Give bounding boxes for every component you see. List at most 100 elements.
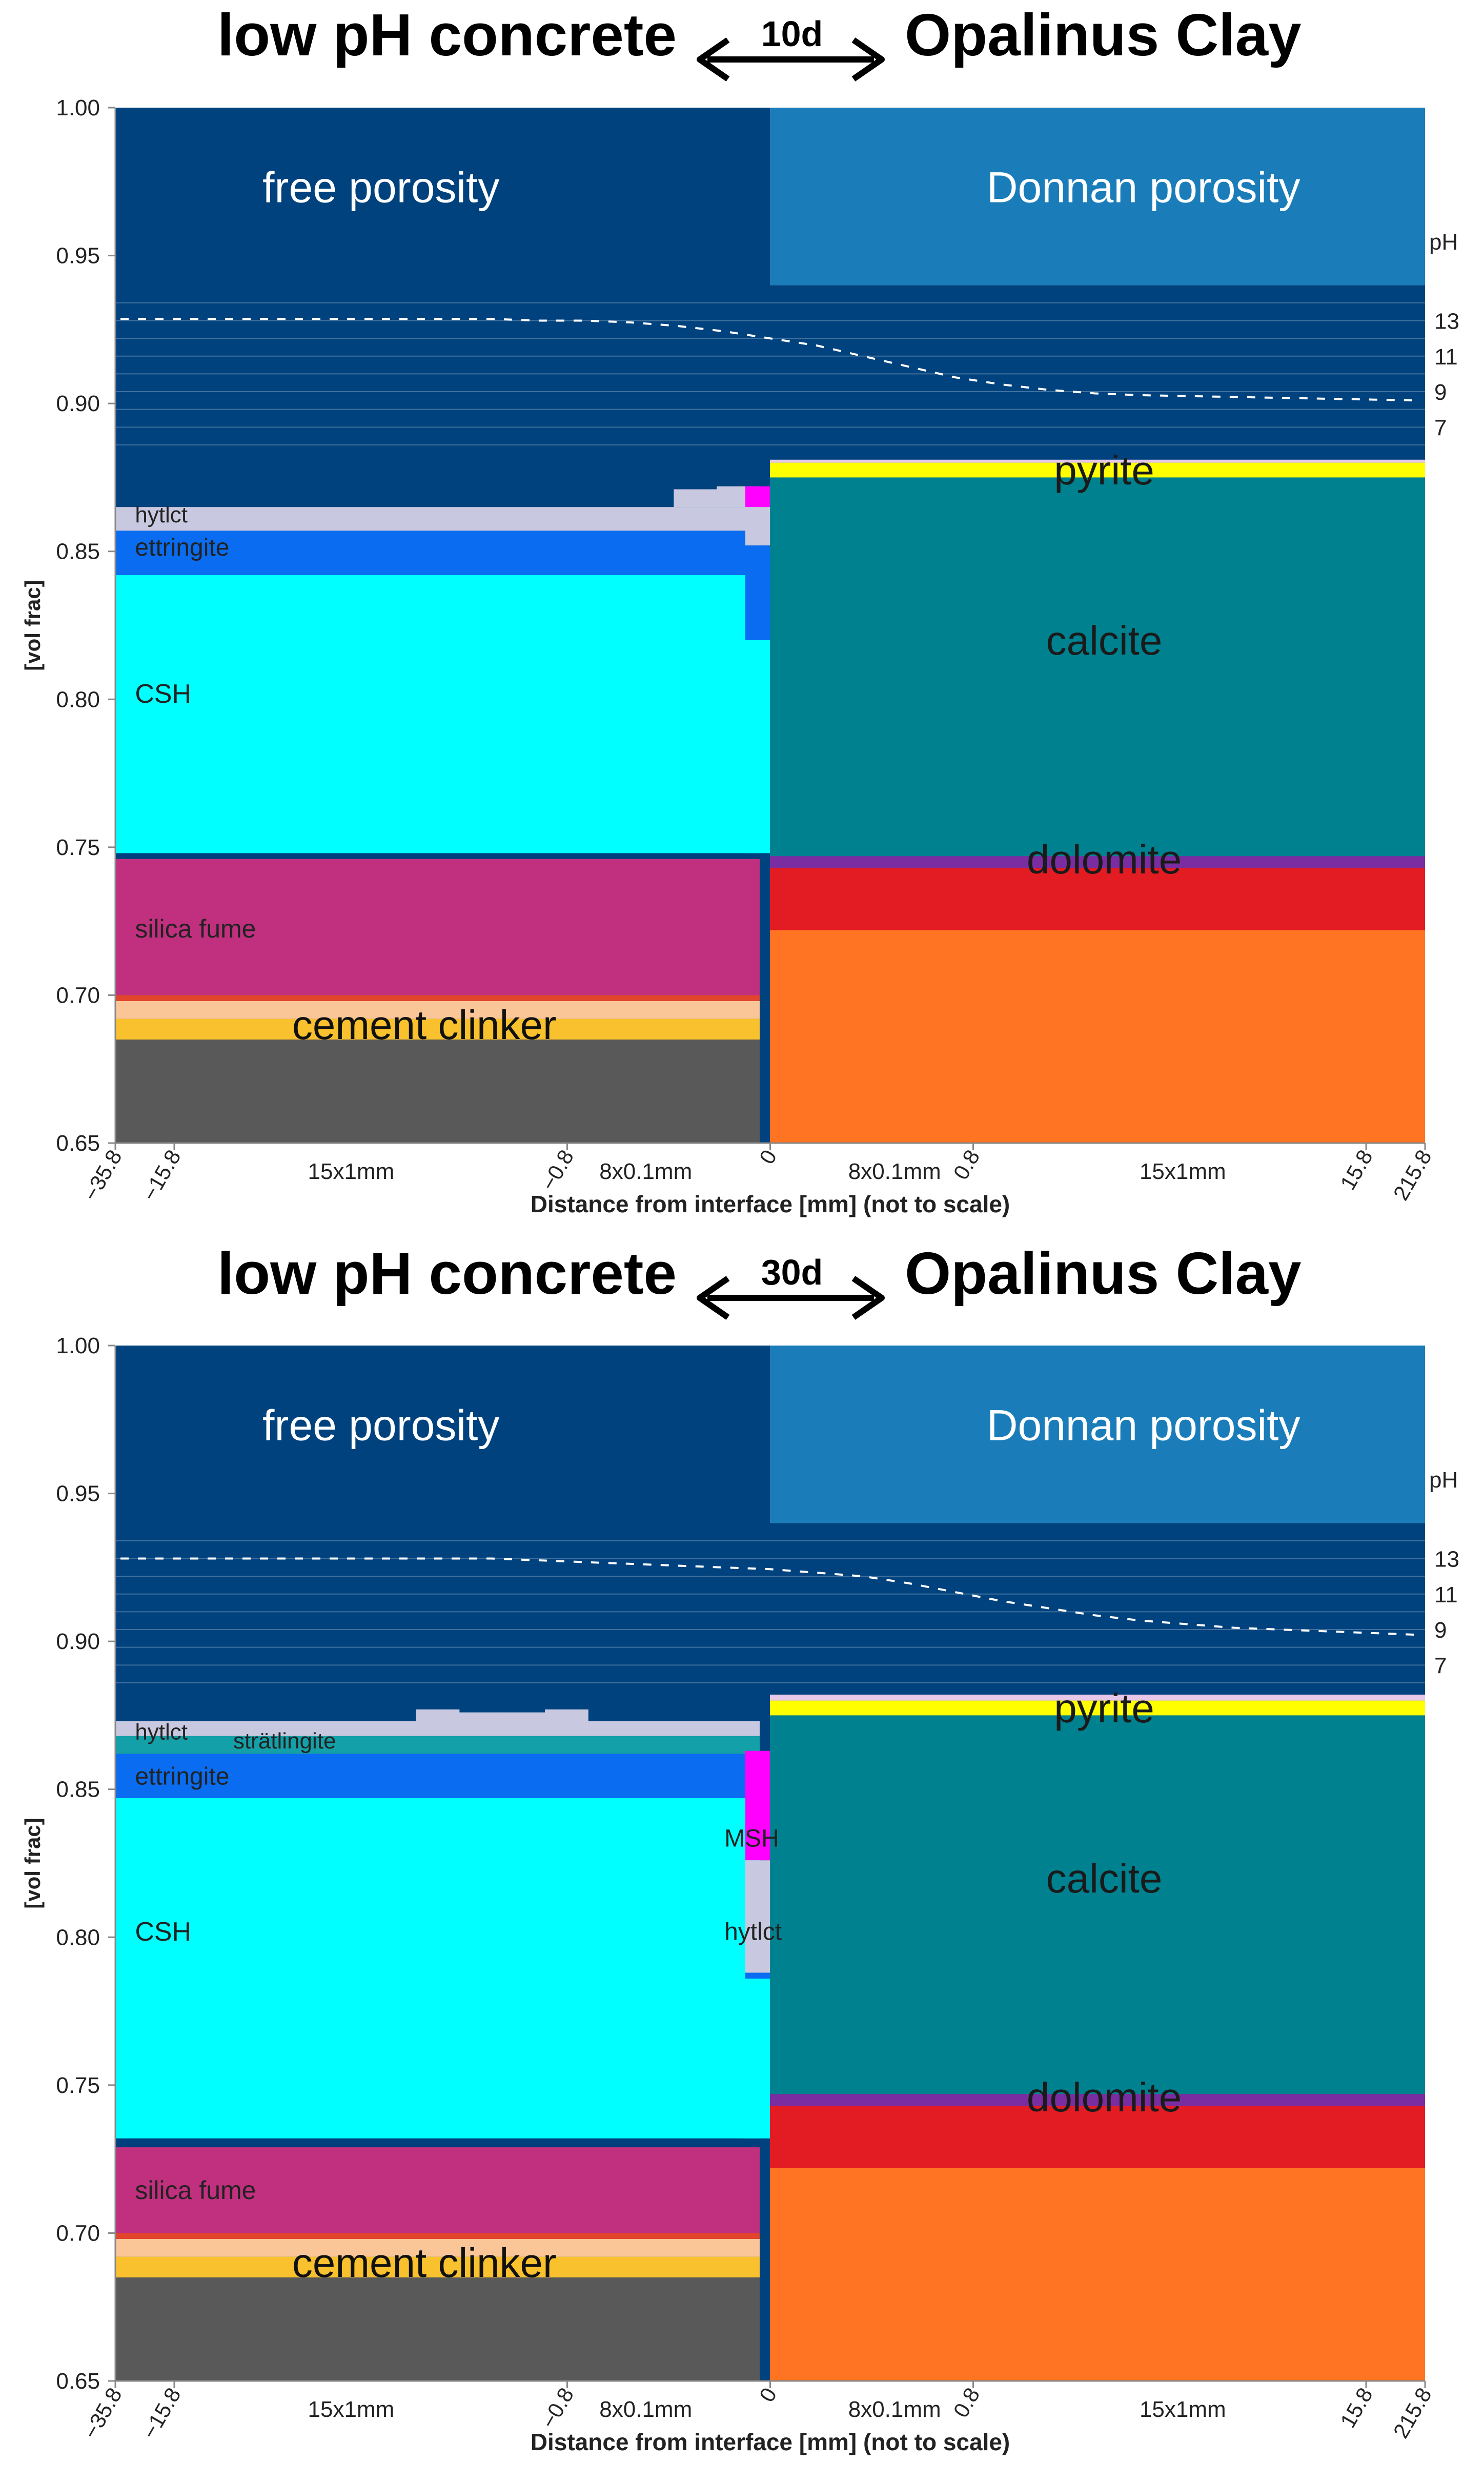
interface-column	[745, 1979, 770, 2139]
x-range-label: 8x0.1mm	[848, 1159, 941, 1184]
phase-label-clay: calcite	[1046, 618, 1163, 663]
phase-label-concrete: silica fume	[135, 914, 256, 943]
concrete-layer-1	[115, 1019, 760, 1040]
ph-tick-label: 13	[1434, 309, 1459, 334]
x-tick-label: 215.8	[1389, 2384, 1436, 2442]
ph-profile-line	[120, 1557, 1420, 1636]
concrete-layer-7	[115, 1754, 760, 1799]
y-axis-label: [vol frac]	[21, 580, 45, 670]
y-tick-label: 1.00	[56, 1333, 100, 1358]
concrete-layer-3	[115, 2233, 760, 2239]
profile-step	[502, 1712, 545, 1721]
x-range-label: 15x1mm	[1140, 2397, 1226, 2422]
concrete-layer-4	[115, 859, 760, 995]
ph-tick-label: 13	[1434, 1547, 1459, 1572]
interface-column	[745, 1972, 770, 1979]
x-tick-label: −15.8	[137, 2384, 186, 2443]
phase-label-concrete: hytlct	[135, 1720, 188, 1745]
donnan-porosity-label: Donnan porosity	[987, 1401, 1300, 1450]
profile-step	[674, 489, 718, 507]
concrete-layer-5	[115, 2138, 760, 2148]
ph-tick-label: 9	[1434, 380, 1447, 405]
arrow-left-icon	[697, 37, 730, 82]
arrow-left-icon	[697, 1276, 730, 1320]
x-tick-label: −0.8	[536, 1146, 578, 1194]
y-tick-label: 0.95	[56, 1481, 100, 1506]
concrete-layer-9	[115, 1721, 760, 1736]
interface-column	[745, 545, 770, 640]
profile-step	[459, 1712, 503, 1721]
clay-layer-4	[770, 1700, 1425, 1716]
time-label: 10d	[761, 14, 823, 54]
x-tick-label: 0.8	[948, 2384, 984, 2421]
clay-layer-0	[770, 930, 1425, 1143]
phase-label-concrete: cement clinker	[292, 2240, 557, 2286]
clay-layer-2	[770, 2094, 1425, 2106]
phase-label-concrete: cement clinker	[292, 1002, 557, 1048]
clay-layer-3	[770, 477, 1425, 857]
x-tick-label: −15.8	[137, 1146, 186, 1205]
interface-column	[745, 1860, 770, 1973]
y-tick-label: 0.90	[56, 1629, 100, 1654]
free-porosity-label: free porosity	[262, 1401, 499, 1450]
y-tick-label: 0.85	[56, 1777, 100, 1802]
y-tick-label: 0.85	[56, 539, 100, 564]
concrete-layer-0	[115, 2277, 760, 2381]
concrete-layer-0	[115, 1040, 760, 1143]
clay-layer-0	[770, 2168, 1425, 2381]
clay-layer-5	[770, 459, 1425, 463]
ph-tick-label: 7	[1434, 1653, 1447, 1678]
profile-step	[416, 1709, 460, 1721]
phase-label-concrete: hytlct	[724, 1919, 782, 1946]
x-range-label: 8x0.1mm	[599, 1159, 692, 1184]
y-tick-label: 0.75	[56, 2073, 100, 2098]
y-tick-label: 0.70	[56, 2221, 100, 2246]
concrete-layer-7	[115, 531, 760, 575]
title-right: Opalinus Clay	[905, 2, 1302, 68]
ph-axis-label: pH	[1429, 230, 1458, 255]
phase-label-clay: dolomite	[1027, 2074, 1182, 2120]
chart-panel-1: pH 13 11 9 7 free porosity Donnan porosity hytl…	[21, 2, 1459, 1217]
y-tick-label: 0.70	[56, 983, 100, 1008]
clay-layer-3	[770, 1715, 1425, 2094]
donnan-porosity-label: Donnan porosity	[987, 164, 1300, 212]
free-porosity-label: free porosity	[262, 164, 499, 212]
title-left: low pH concrete	[217, 2, 677, 68]
x-range-label: 15x1mm	[1140, 1159, 1226, 1184]
ph-tick-label: 7	[1434, 415, 1447, 440]
y-tick-label: 0.90	[56, 391, 100, 416]
x-range-label: 15x1mm	[308, 2397, 395, 2422]
phase-label-concrete: ettringite	[135, 534, 229, 561]
clay-layer-1	[770, 2106, 1425, 2168]
ph-tick-label: 9	[1434, 1618, 1447, 1643]
ph-axis-label: pH	[1429, 1468, 1458, 1493]
phase-label-concrete: ettringite	[135, 1763, 229, 1790]
y-tick-label: 0.80	[56, 1925, 100, 1950]
phase-label-concrete: hytlct	[135, 502, 188, 527]
donnan-porosity-area	[770, 108, 1425, 286]
x-tick-label: −0.8	[536, 2384, 578, 2432]
phase-label-clay: calcite	[1046, 1856, 1163, 1901]
clay-layer-2	[770, 856, 1425, 868]
y-tick-label: 0.65	[56, 1131, 100, 1156]
clay-layer-1	[770, 868, 1425, 930]
phase-label-clay: dolomite	[1027, 837, 1182, 882]
ph-tick-label: 11	[1434, 344, 1458, 370]
x-range-label: 15x1mm	[308, 1159, 395, 1184]
concrete-layer-6	[115, 575, 760, 853]
x-range-label: 8x0.1mm	[848, 2397, 941, 2422]
phase-label-concrete: MSH	[724, 1825, 779, 1852]
x-tick-label: 15.8	[1335, 2384, 1377, 2432]
concrete-layer-4	[115, 2147, 760, 2233]
x-tick-label: 15.8	[1335, 1146, 1377, 1194]
clay-layer-5	[770, 1695, 1425, 1701]
concrete-layer-2	[115, 2238, 760, 2257]
donnan-porosity-area	[770, 1346, 1425, 1523]
interface-column	[745, 486, 770, 507]
phase-label-concrete: strätlingite	[233, 1728, 336, 1754]
interface-column	[745, 507, 770, 546]
y-tick-label: 1.00	[56, 95, 100, 120]
y-tick-label: 0.65	[56, 2369, 100, 2394]
profile-step	[545, 1709, 588, 1721]
